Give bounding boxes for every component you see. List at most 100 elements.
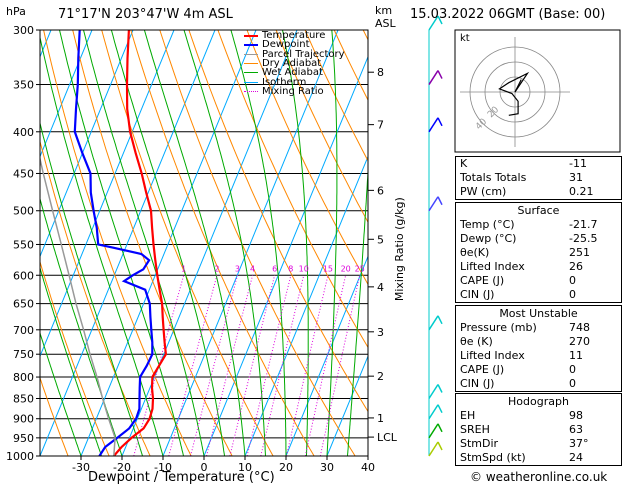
- table-row: Pressure (mb) 748: [456, 321, 621, 335]
- legend-label: Isotherm: [262, 76, 307, 88]
- mixing-ratio-line: [304, 275, 347, 456]
- y-tick-label: 300: [13, 24, 34, 37]
- mixing-ratio-label: 15: [323, 264, 333, 273]
- hpa-label: hPa: [6, 5, 26, 18]
- dry-adiabat-line: [130, 30, 315, 456]
- wind-barb: [428, 423, 439, 439]
- wind-barb: [428, 70, 439, 85]
- row-value: 26: [569, 260, 583, 273]
- storm-motion-arrow: [514, 79, 522, 93]
- x-tick-label: 0: [201, 461, 208, 474]
- wind-barb-flag: [437, 196, 443, 206]
- profile-lines: [40, 30, 168, 456]
- x-tick-label: 10: [238, 461, 252, 474]
- y-tick-label: 800: [13, 371, 34, 384]
- table-row: StmSpd (kt) 24: [456, 451, 621, 465]
- x-tick-label: -20: [113, 461, 131, 474]
- hodograph-trace: [498, 71, 530, 116]
- wet-adiabat-line: [183, 30, 266, 456]
- row-value: 31: [569, 171, 583, 184]
- legend-item: Dry Adiabat: [244, 59, 345, 69]
- row-label: CAPE (J): [460, 274, 505, 287]
- row-label: Totals Totals: [460, 171, 527, 184]
- surface-table: Surface Temp (°C) -21.7 Dewp (°C) -25.5 θe…: [455, 202, 622, 303]
- row-value: 251: [569, 246, 590, 259]
- legend-item: Wet Adiabat: [244, 68, 345, 78]
- wind-barb: [428, 15, 439, 31]
- series-parcel-trajectory: [40, 155, 116, 456]
- legend-swatch-mixing-ratio: [244, 90, 258, 92]
- table-row: CIN (J) 0: [456, 377, 621, 391]
- dry-adiabat-line: [246, 30, 368, 286]
- legend-label: Dewpoint: [262, 39, 310, 51]
- row-value: 0: [569, 363, 576, 376]
- table-row: StmDir 37°: [456, 437, 621, 451]
- isotherm-line: [40, 30, 134, 258]
- table-row: CAPE (J) 0: [456, 363, 621, 377]
- wind-barb-flag: [437, 441, 443, 451]
- credit-link[interactable]: © weatheronline.co.uk: [470, 470, 608, 484]
- row-value: 37°: [569, 437, 589, 450]
- y-tick-label: 950: [13, 432, 34, 445]
- mixing-ratio-label: 20: [341, 264, 351, 273]
- row-label: Pressure (mb): [460, 321, 537, 334]
- dry-adiabat-line: [43, 30, 192, 456]
- km-tick-label: 7: [377, 119, 384, 132]
- row-label: CIN (J): [460, 377, 495, 390]
- table-row: Lifted Index 26: [456, 260, 621, 274]
- mixing-ratio-label: 3: [235, 264, 240, 273]
- legend-swatch-dewpoint: [244, 43, 258, 46]
- mixing-ratio-line: [319, 275, 361, 456]
- wet-adiabat-line: [347, 162, 368, 456]
- km-tick-label: 4: [377, 281, 384, 294]
- isotherm-line: [0, 30, 10, 456]
- wind-barb-flag: [437, 315, 443, 325]
- km-tick-label: 3: [377, 326, 384, 339]
- row-label: K: [460, 157, 468, 170]
- y-tick-label: 850: [13, 392, 34, 405]
- legend-swatch-temperature: [244, 34, 258, 37]
- wet-adiabat-line: [326, 30, 338, 456]
- legend-label: Parcel Trajectory: [262, 48, 345, 60]
- legend-label: Mixing Ratio: [262, 85, 324, 97]
- table-row: θe(K) 251: [456, 246, 621, 260]
- km-tick-label: 6: [377, 184, 384, 197]
- y-tick-label: 650: [13, 298, 34, 311]
- table-row: K -11: [456, 157, 621, 171]
- mixing-ratio-line: [133, 275, 185, 456]
- series-temperature: [112, 30, 168, 456]
- wet-adiabat-line: [282, 30, 309, 456]
- row-label: Lifted Index: [460, 349, 525, 362]
- dry-adiabat-line: [159, 30, 356, 456]
- table-title: Surface: [517, 204, 560, 217]
- row-value: 24: [569, 451, 583, 464]
- mixing-ratio-label: 8: [288, 264, 293, 273]
- table-row: Dewp (°C) -25.5: [456, 232, 621, 246]
- row-label: CIN (J): [460, 288, 495, 301]
- table-row: Lifted Index 11: [456, 349, 621, 363]
- table-row: CAPE (J) 0: [456, 274, 621, 288]
- row-label: Temp (°C): [460, 218, 515, 231]
- wind-barb: [428, 384, 439, 399]
- row-label: θe (K): [460, 335, 493, 348]
- wind-barb-flag: [437, 423, 443, 433]
- wet-adiabat-line: [40, 121, 143, 456]
- y-tick-label: 700: [13, 324, 34, 337]
- y-tick-label: 1000: [6, 450, 34, 463]
- wind-barb: [428, 315, 439, 331]
- km-label: km: [375, 4, 393, 17]
- row-label: PW (cm): [460, 185, 507, 198]
- legend-swatch-wet-adiabat: [244, 72, 258, 74]
- mixing-ratio-line: [206, 275, 254, 456]
- wet-adiabat-line: [40, 331, 82, 456]
- km-tick-label: 2: [377, 370, 384, 383]
- wind-barb: [428, 196, 439, 212]
- wind-barb-flag: [437, 15, 443, 25]
- y-tick-label: 400: [13, 126, 34, 139]
- mixing-ratio-label: 4: [250, 264, 255, 273]
- y-tick-label: 900: [13, 413, 34, 426]
- row-value: 0: [569, 288, 576, 301]
- table-title: Hodograph: [508, 395, 569, 408]
- y-tick-label: 750: [13, 348, 34, 361]
- y-tick-label: 550: [13, 238, 34, 251]
